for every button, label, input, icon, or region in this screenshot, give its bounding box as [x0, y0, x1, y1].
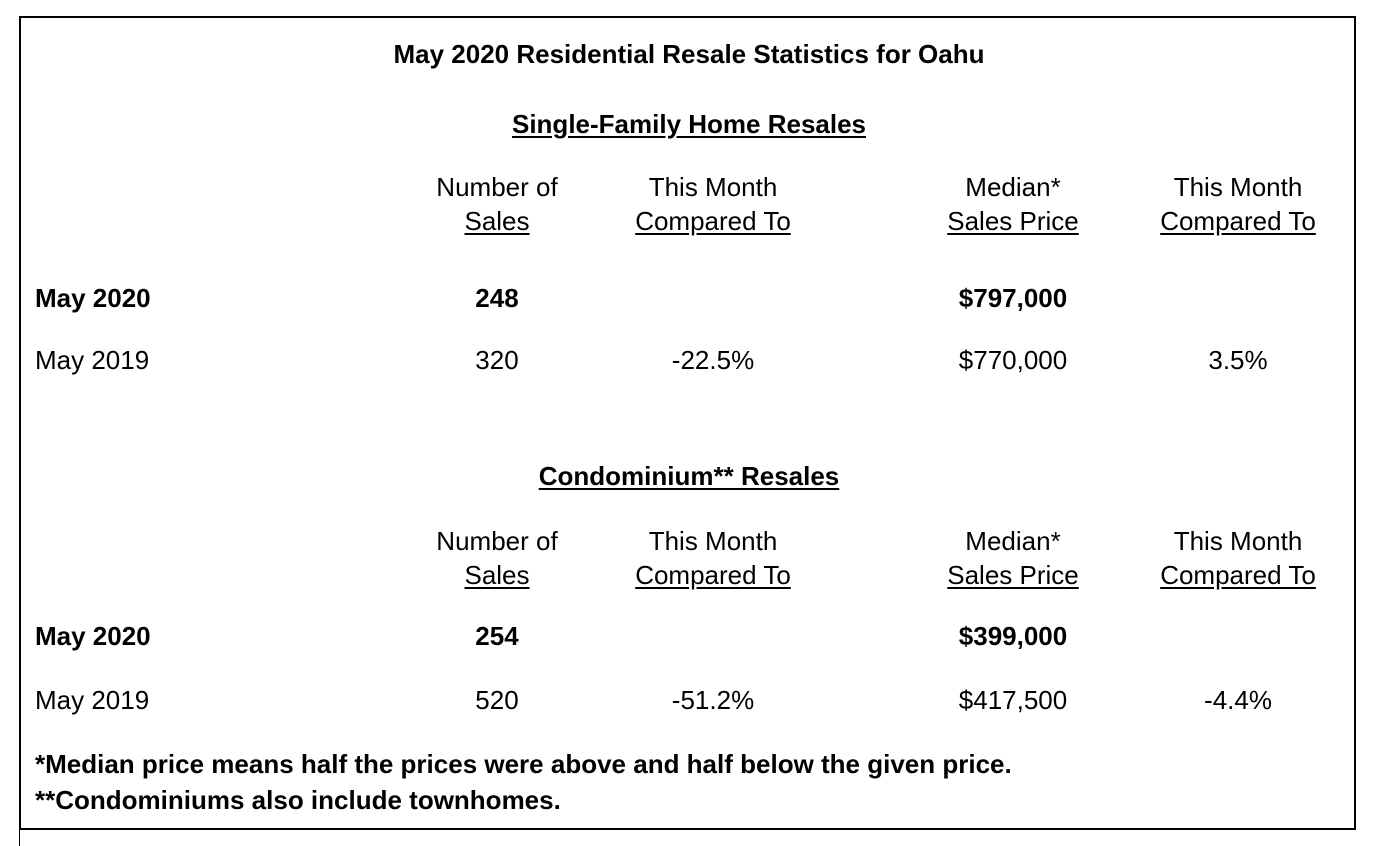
column-header-sales-compared: This Month Compared To	[635, 524, 791, 592]
footnote-median: *Median price means half the prices were…	[35, 749, 1012, 779]
column-header-number-of-sales: Number of Sales	[436, 524, 557, 592]
column-header-line2: Compared To	[635, 560, 791, 590]
row-label: May 2020	[35, 621, 151, 651]
column-header-line2: Compared To	[1160, 560, 1316, 590]
column-header-line2: Sales Price	[947, 206, 1079, 236]
column-header-line1: This Month	[1173, 526, 1303, 556]
column-header-median-sales-price: Median* Sales Price	[947, 524, 1079, 592]
sales-value: 254	[475, 621, 519, 651]
median-price-value: $770,000	[958, 345, 1068, 375]
sales-value: 520	[475, 685, 519, 715]
median-change-value: -4.4%	[1204, 685, 1272, 715]
column-header-number-of-sales: Number of Sales	[436, 170, 557, 238]
column-header-price-compared: This Month Compared To	[1160, 524, 1316, 592]
column-header-line2: Sales Price	[947, 560, 1079, 590]
column-header-line1: This Month	[1173, 172, 1303, 202]
column-header-line2: Sales	[464, 206, 530, 236]
column-header-line2: Compared To	[635, 206, 791, 236]
sales-change-value: -22.5%	[671, 345, 755, 375]
section-heading-single-family: Single-Family Home Resales	[511, 109, 867, 139]
sales-value: 248	[475, 283, 519, 313]
median-price-value: $797,000	[958, 283, 1068, 313]
column-header-median-sales-price: Median* Sales Price	[947, 170, 1079, 238]
column-header-line1: This Month	[648, 526, 778, 556]
column-header-line1: Number of	[436, 526, 558, 556]
row-label: May 2019	[35, 345, 150, 375]
column-header-line1: This Month	[648, 172, 778, 202]
column-header-line1: Number of	[436, 172, 558, 202]
statistics-frame	[19, 16, 1356, 830]
column-header-line1: Median*	[965, 526, 1061, 556]
section-heading-condominium: Condominium** Resales	[538, 461, 840, 491]
column-header-price-compared: This Month Compared To	[1160, 170, 1316, 238]
sales-change-value: -51.2%	[671, 685, 755, 715]
footnote-condominium: **Condominiums also include townhomes.	[35, 785, 561, 815]
median-change-value: 3.5%	[1208, 345, 1268, 375]
row-label: May 2019	[35, 685, 150, 715]
column-header-line2: Sales	[464, 560, 530, 590]
sales-value: 320	[475, 345, 519, 375]
frame-tick-mark	[19, 830, 20, 846]
page-title: May 2020 Residential Resale Statistics f…	[393, 39, 985, 69]
median-price-value: $399,000	[958, 621, 1068, 651]
row-label: May 2020	[35, 283, 151, 313]
median-price-value: $417,500	[958, 685, 1068, 715]
column-header-line2: Compared To	[1160, 206, 1316, 236]
column-header-line1: Median*	[965, 172, 1061, 202]
column-header-sales-compared: This Month Compared To	[635, 170, 791, 238]
